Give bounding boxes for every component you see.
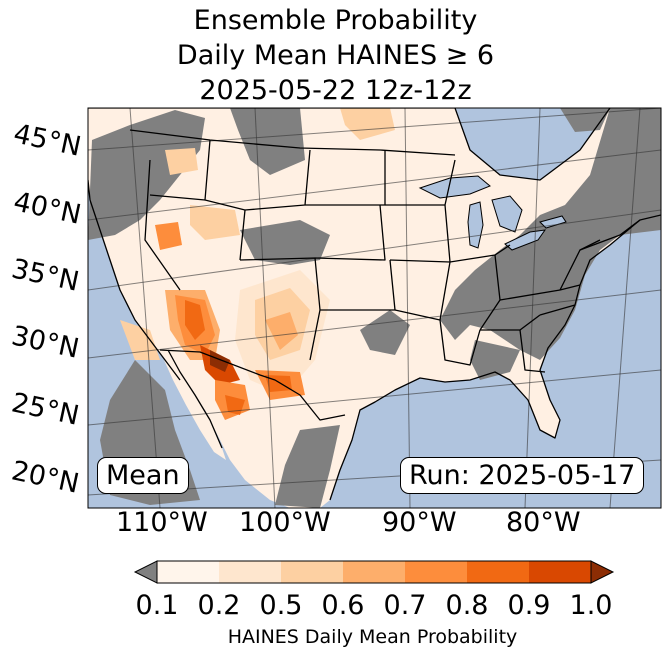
colorbar-tick-4: 0.7: [383, 590, 427, 621]
title-line-2: Daily Mean HAINES ≥ 6: [176, 40, 495, 71]
colorbar-over-arrow: [590, 560, 615, 584]
border-line-4: [159, 349, 346, 421]
probability-patch-1: [440, 108, 661, 360]
probability-patch-25: [120, 320, 160, 360]
colorbar-bin-2: [281, 561, 343, 583]
title-line-3: 2025-05-22 12z-12z: [199, 75, 472, 106]
lake-huron: [491, 195, 523, 233]
latitude-line-2: [88, 209, 661, 291]
longitude-line-4: [609, 108, 641, 508]
colorbar-under-arrow: [133, 560, 158, 584]
colorbar-bin-5: [467, 561, 529, 583]
border-line-10: [239, 257, 321, 361]
probability-patch-19: [210, 350, 230, 372]
colorbar-tick-2: 0.5: [259, 590, 303, 621]
latitude-line-3: [88, 289, 661, 359]
colorbar-bin-4: [405, 561, 467, 583]
lon-label-90: 90°W: [382, 507, 457, 538]
longitude-line-3: [524, 108, 541, 508]
colorbar-bin-1: [219, 561, 281, 583]
border-line-7: [144, 159, 181, 291]
colorbar-tick-5: 0.8: [445, 590, 489, 621]
longitude-line-0: [129, 108, 161, 508]
border-line-25: [579, 219, 641, 251]
probability-patch-2: [230, 108, 305, 175]
colorbar-tick-0: 0.1: [135, 590, 179, 621]
colorbar-label: HAINES Daily Mean Probability: [227, 626, 518, 648]
lake-superior: [418, 175, 491, 199]
border-line-23: [539, 304, 576, 316]
lon-label-110: 110°W: [116, 507, 208, 538]
colorbar-bin-6: [529, 561, 591, 583]
colorbar-tick-1: 0.2: [197, 590, 241, 621]
border-line-5: [129, 129, 456, 156]
probability-patch-11: [165, 148, 198, 175]
border-line-17: [439, 319, 481, 366]
state-borders: [88, 108, 661, 501]
border-line-3: [167, 349, 223, 449]
map-panel: [88, 108, 661, 508]
baja-peninsula: [164, 350, 226, 460]
statistic-label-box: Mean: [97, 457, 189, 494]
lon-label-100: 100°W: [239, 507, 331, 538]
colorbar-tick-6: 0.9: [507, 590, 551, 621]
colorbar-bin-3: [343, 561, 405, 583]
probability-patch-24: [340, 108, 395, 140]
latitude-line-0: [88, 108, 661, 151]
border-line-12: [314, 204, 386, 261]
colorbar-tick-3: 0.6: [321, 590, 365, 621]
border-line-0: [88, 108, 611, 181]
probability-patch-17: [185, 300, 205, 340]
probability-patch-7: [275, 425, 340, 508]
probability-patch-14: [265, 312, 298, 350]
colorbar-frame: [156, 560, 592, 584]
probability-patch-8: [470, 340, 520, 380]
border-line-2: [88, 179, 181, 381]
colorbar-bin-0: [157, 561, 219, 583]
longitude-line-1: [254, 108, 276, 508]
probability-patch-0: [88, 110, 205, 240]
colorbar-tick-7: 1.0: [569, 590, 613, 621]
colorbar: [133, 560, 615, 584]
run-date-box: Run: 2025-05-17: [400, 457, 645, 494]
border-line-8: [149, 194, 206, 201]
probability-field: [88, 108, 661, 508]
map-frame: [87, 107, 662, 509]
probability-patch-10: [155, 222, 182, 250]
border-line-6: [204, 139, 246, 261]
longitude-line-2: [404, 108, 411, 508]
border-line-21: [519, 329, 546, 373]
lon-label-80: 80°W: [506, 507, 581, 538]
title-line-1: Ensemble Probability: [193, 5, 478, 36]
latitude-line-4: [88, 369, 661, 426]
graticule: [88, 108, 661, 508]
probability-patch-9: [190, 205, 240, 240]
